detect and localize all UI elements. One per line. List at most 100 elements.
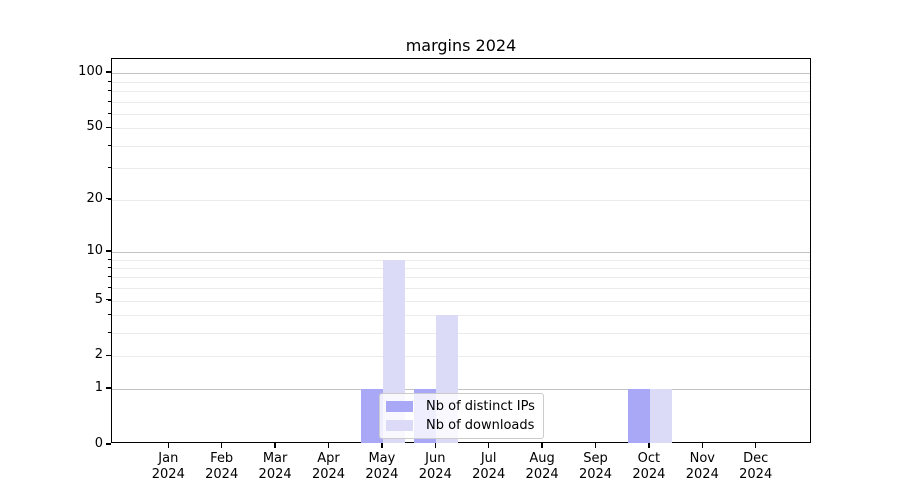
plot-area: Nb of distinct IPs Nb of downloads [111,58,811,443]
x-tick-year: 2024 [311,467,346,482]
x-tick-month: May [368,451,396,466]
x-tick [167,443,169,448]
y-minor-tick [108,355,111,357]
legend: Nb of distinct IPs Nb of downloads [379,393,544,439]
x-tick-year: 2024 [205,467,239,482]
x-tick-year: 2024 [151,467,185,482]
x-tick [594,443,597,448]
y-tick-label: 1 [94,380,103,396]
y-minor-tick [108,314,111,316]
y-tick-label: 5 [94,291,103,307]
y-minor-tick [108,127,111,129]
legend-swatch-downloads-icon [386,420,413,431]
x-tick-label-oct: Oct 2024 [609,451,689,483]
x-tick-year: 2024 [632,467,666,482]
y-minor-tick [108,266,111,268]
x-tick [755,443,757,448]
minor-gridline [112,113,810,115]
x-tick-year: 2024 [685,467,719,482]
x-tick-year: 2024 [578,467,613,482]
x-tick [381,443,383,448]
major-gridline [112,73,810,75]
y-tick-label: 50 [86,119,103,135]
minor-gridline [112,288,810,290]
x-tick-month: Mar [262,451,288,466]
x-tick-label-may: May 2024 [342,451,422,483]
chart-title: margins 2024 [405,36,517,55]
x-tick-year: 2024 [525,467,559,482]
minor-gridline [112,356,810,358]
y-tick [106,387,111,389]
x-tick-month: Aug [529,451,555,466]
y-minor-tick [108,167,111,169]
y-minor-tick [108,80,111,82]
x-tick-month: Nov [689,451,715,466]
minor-gridline [112,333,810,335]
x-tick-month: Jul [480,451,497,466]
minor-gridline [112,168,810,170]
x-tick-label-jan: Jan 2024 [128,451,208,483]
x-tick-label-dec: Dec 2024 [716,451,796,483]
major-gridline [112,389,810,391]
y-tick [106,298,111,301]
bar-nb-of-distinct-ips-oct [627,389,650,443]
minor-gridline [112,267,810,269]
x-tick [648,443,650,448]
x-tick-month: Apr [317,451,340,466]
x-tick-month: Oct [637,451,661,466]
minor-gridline [112,199,810,201]
minor-gridline [112,81,810,83]
minor-gridline [112,101,810,103]
x-tick-month: Feb [210,451,234,466]
y-tick [106,354,111,357]
major-gridline [112,251,810,253]
y-tick-label: 0 [94,436,103,451]
bar-nb-of-downloads-oct [649,389,672,443]
minor-gridline [112,128,810,130]
y-minor-tick [108,299,111,301]
legend-item-distinct-ips: Nb of distinct IPs [386,399,537,414]
legend-item-downloads: Nb of downloads [386,418,537,433]
x-tick-year: 2024 [258,467,292,482]
y-tick [106,126,111,128]
x-tick [221,443,223,448]
x-tick-label-jul: Jul 2024 [449,451,529,483]
y-minor-tick [108,89,111,91]
y-minor-tick [108,198,111,200]
x-tick [541,443,543,448]
x-tick-month: Dec [743,451,769,466]
x-tick-month: Jun [425,451,446,466]
minor-gridline [112,259,810,261]
y-tick-label: 100 [78,64,103,80]
x-tick-year: 2024 [418,467,452,482]
y-tick [106,443,111,445]
minor-gridline [112,90,810,92]
x-tick [434,443,436,448]
y-minor-tick [108,112,111,114]
y-tick [106,71,111,73]
minor-gridline [112,300,810,302]
y-tick [106,250,111,252]
x-tick-year: 2024 [739,467,773,482]
minor-gridline [112,315,810,317]
y-tick-label: 2 [94,347,103,363]
x-tick-label-aug: Aug 2024 [502,451,582,483]
y-tick-label: 10 [86,242,103,258]
x-tick-month: Sep [583,451,608,466]
x-tick-label-apr: Apr 2024 [289,451,369,483]
x-tick [274,443,276,448]
legend-swatch-distinct-ips-icon [386,401,413,412]
legend-label-distinct-ips: Nb of distinct IPs [426,399,535,414]
x-tick-month: Jan [158,451,179,466]
legend-label-downloads: Nb of downloads [426,418,535,433]
x-tick-label-sep: Sep 2024 [556,451,636,483]
minor-gridline [112,145,810,147]
y-minor-tick [108,258,111,260]
x-tick [488,443,490,448]
y-minor-tick [108,287,111,289]
x-tick-label-jun: Jun 2024 [395,451,475,483]
y-minor-tick [108,332,111,334]
x-tick-year: 2024 [365,467,399,482]
y-minor-tick [108,144,111,146]
